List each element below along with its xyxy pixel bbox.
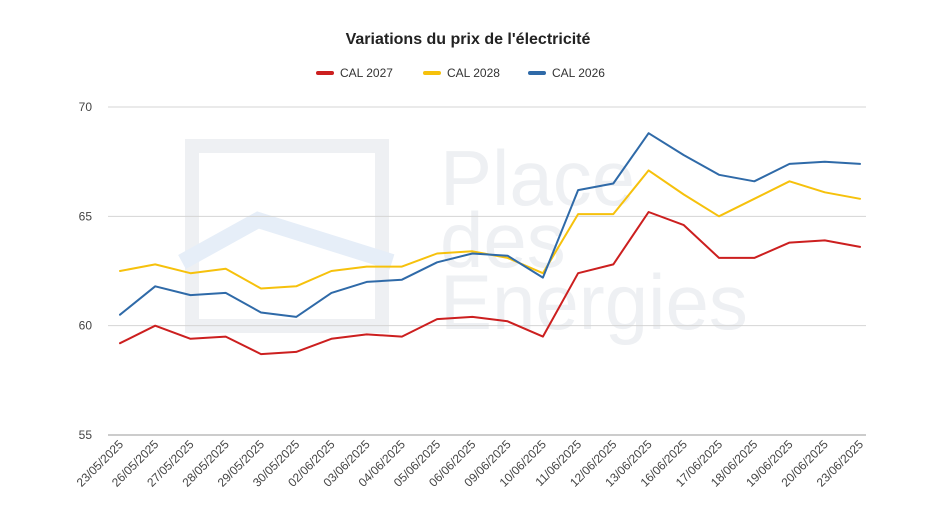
legend-item: CAL 2028: [423, 66, 500, 80]
legend-label: CAL 2028: [447, 66, 500, 80]
series-line: [119, 211, 861, 356]
watermark-roof-shape: [178, 211, 395, 270]
watermark-text: Place: [440, 134, 635, 222]
legend-label: CAL 2026: [552, 66, 605, 80]
series-line: [119, 132, 861, 318]
legend-item: CAL 2026: [528, 66, 605, 80]
y-tick-label: 60: [79, 319, 93, 333]
legend-item: CAL 2027: [316, 66, 393, 80]
y-axis-ticks: 55 60 65 70: [79, 100, 93, 442]
y-tick-label: 70: [79, 100, 93, 114]
y-tick-label: 65: [79, 209, 93, 223]
gridlines: [108, 106, 866, 436]
y-tick-label: 55: [79, 428, 93, 442]
series-lines: [119, 132, 861, 356]
legend-label: CAL 2027: [340, 66, 393, 80]
legend: CAL 2027 CAL 2028 CAL 2026: [316, 66, 605, 80]
chart-title: Variations du prix de l'électricité: [346, 31, 591, 48]
watermark-text: Energies: [440, 258, 748, 346]
x-axis-ticks: 23/05/202526/05/202527/05/202528/05/2025…: [74, 437, 867, 490]
